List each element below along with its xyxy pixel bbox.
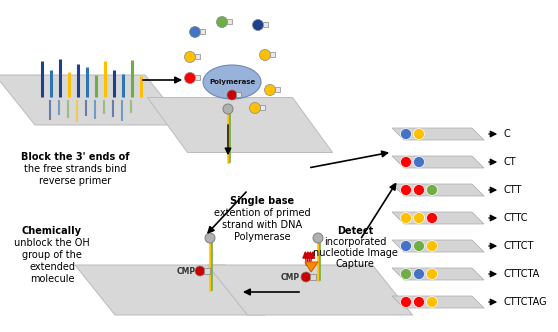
Text: Single base: Single base	[230, 196, 294, 206]
Polygon shape	[392, 128, 484, 140]
Text: CTTCTAG: CTTCTAG	[503, 297, 547, 307]
FancyBboxPatch shape	[275, 87, 280, 92]
Circle shape	[426, 296, 437, 307]
Text: CTTCT: CTTCT	[503, 241, 533, 251]
Circle shape	[426, 212, 437, 223]
FancyBboxPatch shape	[236, 92, 241, 97]
Text: CTTC: CTTC	[503, 213, 527, 223]
FancyBboxPatch shape	[195, 53, 200, 59]
FancyBboxPatch shape	[259, 105, 265, 110]
FancyBboxPatch shape	[204, 268, 209, 274]
Circle shape	[426, 269, 437, 280]
Text: molecule: molecule	[30, 274, 74, 284]
Polygon shape	[75, 265, 265, 315]
FancyBboxPatch shape	[227, 19, 232, 24]
Text: Polymerase: Polymerase	[209, 79, 255, 85]
Circle shape	[401, 128, 411, 139]
Circle shape	[413, 269, 425, 280]
Text: extended: extended	[29, 262, 75, 272]
Circle shape	[195, 266, 205, 276]
Text: CMP: CMP	[281, 274, 300, 283]
Circle shape	[259, 49, 271, 60]
Text: CTT: CTT	[503, 185, 521, 195]
Text: Block the 3' ends of: Block the 3' ends of	[21, 152, 129, 162]
Text: Chemically: Chemically	[22, 226, 82, 236]
Polygon shape	[392, 296, 484, 308]
Text: extention of primed: extention of primed	[214, 208, 310, 218]
Ellipse shape	[203, 65, 261, 99]
Circle shape	[227, 90, 237, 100]
Text: unblock the OH: unblock the OH	[14, 238, 90, 248]
Text: CMP: CMP	[177, 268, 196, 277]
Circle shape	[401, 240, 411, 252]
FancyBboxPatch shape	[262, 22, 268, 27]
Text: strand with DNA: strand with DNA	[222, 220, 302, 230]
Polygon shape	[305, 262, 318, 272]
Circle shape	[264, 85, 276, 96]
Circle shape	[401, 185, 411, 196]
Text: group of the: group of the	[22, 250, 82, 260]
Circle shape	[217, 17, 228, 28]
Circle shape	[223, 104, 233, 114]
Circle shape	[413, 156, 425, 168]
Text: CTTCTA: CTTCTA	[503, 269, 539, 279]
FancyBboxPatch shape	[195, 74, 200, 80]
Circle shape	[249, 103, 261, 114]
Polygon shape	[392, 212, 484, 224]
FancyBboxPatch shape	[200, 29, 205, 34]
Polygon shape	[392, 184, 484, 196]
Text: C: C	[503, 129, 510, 139]
Polygon shape	[392, 240, 484, 252]
Polygon shape	[147, 98, 333, 152]
Circle shape	[413, 212, 425, 223]
Circle shape	[401, 212, 411, 223]
Text: the free strands bind: the free strands bind	[24, 164, 126, 174]
Circle shape	[401, 269, 411, 280]
Polygon shape	[208, 265, 412, 315]
Circle shape	[185, 51, 195, 62]
Circle shape	[426, 185, 437, 196]
Circle shape	[413, 296, 425, 307]
Text: Polymerase: Polymerase	[234, 232, 290, 242]
Circle shape	[401, 156, 411, 168]
Polygon shape	[392, 156, 484, 168]
Circle shape	[413, 128, 425, 139]
FancyBboxPatch shape	[310, 274, 315, 280]
Text: incorporated: incorporated	[324, 237, 386, 247]
FancyBboxPatch shape	[270, 51, 275, 57]
Circle shape	[401, 296, 411, 307]
Circle shape	[313, 233, 323, 243]
Circle shape	[426, 240, 437, 252]
Text: Capture: Capture	[335, 259, 374, 269]
Text: CT: CT	[503, 157, 516, 167]
Circle shape	[253, 20, 263, 31]
Circle shape	[190, 27, 200, 38]
Circle shape	[413, 240, 425, 252]
Circle shape	[185, 72, 195, 84]
Polygon shape	[0, 75, 185, 125]
Text: Detect: Detect	[337, 226, 373, 236]
Text: nucleotide Image: nucleotide Image	[312, 248, 397, 258]
Circle shape	[301, 272, 311, 282]
Circle shape	[413, 185, 425, 196]
Text: reverse primer: reverse primer	[39, 176, 111, 186]
Circle shape	[205, 233, 215, 243]
Polygon shape	[392, 268, 484, 280]
